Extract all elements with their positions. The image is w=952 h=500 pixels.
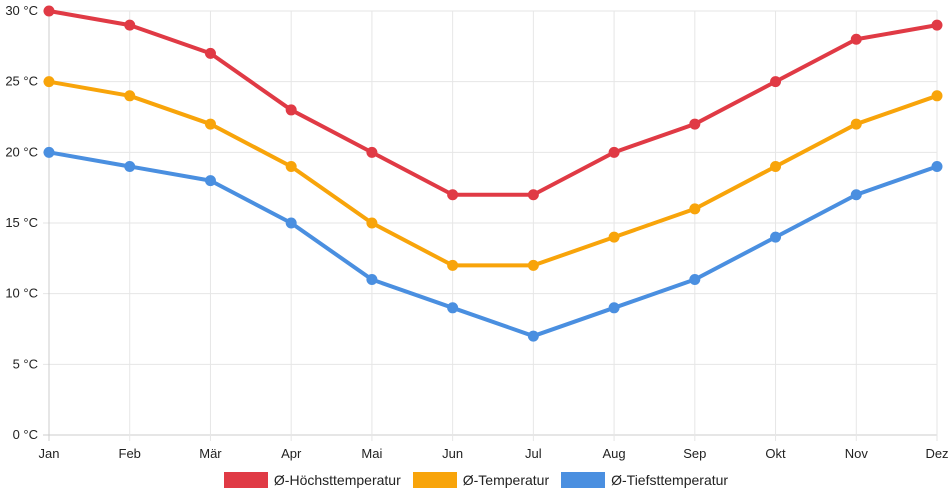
data-point — [204, 118, 216, 130]
y-tick-label: 30 °C — [5, 3, 38, 18]
data-point — [527, 330, 539, 342]
series-3 — [43, 146, 943, 342]
x-tick-label: Jun — [442, 446, 463, 461]
data-point — [689, 274, 701, 286]
legend-item[interactable]: Ø-Höchsttemperatur — [223, 472, 401, 488]
x-tick-label: Aug — [603, 446, 626, 461]
data-point — [43, 5, 55, 17]
y-tick-label: 20 °C — [5, 144, 38, 159]
data-point — [931, 160, 943, 172]
data-point — [527, 259, 539, 271]
legend-swatch — [561, 472, 606, 488]
data-point — [285, 104, 297, 116]
data-point — [204, 175, 216, 187]
data-point — [43, 76, 55, 88]
y-tick-label: 15 °C — [5, 215, 38, 230]
x-tick-label: Feb — [119, 446, 141, 461]
data-point — [850, 118, 862, 130]
data-point — [608, 302, 620, 314]
data-point — [850, 33, 862, 45]
legend-label: Ø-Höchsttemperatur — [273, 472, 401, 488]
y-tick-label: 5 °C — [13, 356, 38, 371]
y-tick-label: 10 °C — [5, 286, 38, 301]
chart-legend: Ø-Höchsttemperatur Ø-Temperatur Ø-Tiefstte… — [0, 472, 952, 488]
x-tick-label: Mai — [361, 446, 382, 461]
data-point — [527, 189, 539, 201]
series-line — [47, 150, 939, 339]
x-tick-label: Nov — [845, 446, 869, 461]
series-line — [47, 9, 939, 197]
data-point — [124, 160, 136, 172]
x-tick-label: Apr — [281, 446, 302, 461]
series-2 — [43, 76, 943, 271]
data-point — [43, 146, 55, 158]
data-point — [608, 231, 620, 243]
y-tick-label: 0 °C — [13, 427, 38, 442]
data-point — [285, 217, 297, 229]
data-point — [689, 118, 701, 130]
data-point — [770, 231, 782, 243]
data-point — [447, 259, 459, 271]
data-point — [447, 302, 459, 314]
legend-item[interactable]: Ø-Temperatur — [412, 472, 550, 488]
data-point — [931, 19, 943, 31]
data-point — [608, 146, 620, 158]
data-point — [689, 203, 701, 215]
y-tick-label: 25 °C — [5, 74, 38, 89]
legend-swatch — [412, 472, 457, 488]
series-1 — [43, 5, 943, 201]
data-point — [366, 274, 378, 286]
x-tick-label: Jul — [525, 446, 542, 461]
data-point — [124, 19, 136, 31]
legend-item[interactable]: Ø-Tiefsttemperatur — [561, 472, 728, 488]
x-tick-label: Dez — [925, 446, 948, 461]
x-tick-label: Mär — [199, 446, 222, 461]
data-point — [770, 76, 782, 88]
data-point — [285, 160, 297, 172]
data-point — [931, 90, 943, 102]
data-point — [366, 146, 378, 158]
legend-label: Ø-Tiefsttemperatur — [611, 472, 729, 488]
x-tick-label: Sep — [683, 446, 706, 461]
series-line — [47, 79, 939, 268]
legend-swatch — [223, 472, 268, 488]
data-point — [124, 90, 136, 102]
x-tick-label: Jan — [39, 446, 60, 461]
temperature-line-chart: 0 °C 5 °C 10 °C 15 °C 20 °C 25 °C 30 °C Jan Feb M… — [5, 3, 948, 461]
x-tick-label: Okt — [765, 446, 786, 461]
data-point — [850, 189, 862, 201]
data-point — [447, 189, 459, 201]
legend-label: Ø-Temperatur — [462, 472, 550, 488]
data-point — [366, 217, 378, 229]
data-point — [770, 160, 782, 172]
data-point — [204, 47, 216, 59]
